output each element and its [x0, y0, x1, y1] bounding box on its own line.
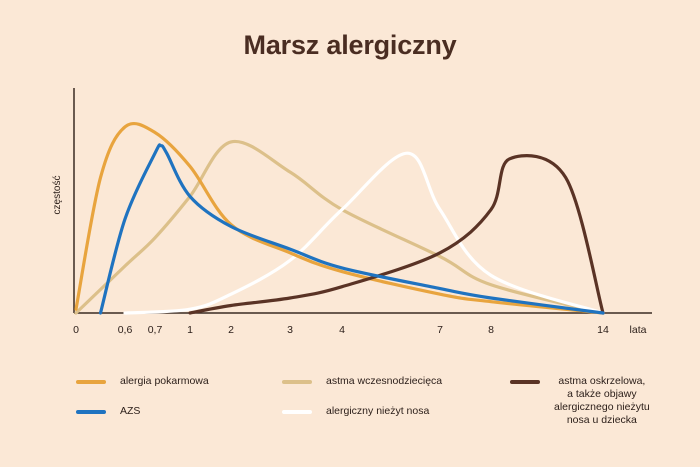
series-astma-wczesnodziecieca [74, 139, 605, 315]
axes: częstość lata [52, 88, 652, 336]
legend-label: alergiczny nieżyt nosa [326, 405, 430, 417]
x-tick-labels: 0 0,6 0,7 1 2 3 4 7 8 14 [73, 324, 609, 336]
x-axis-label: lata [630, 324, 647, 336]
x-tick-label: 2 [228, 324, 234, 336]
series-alergia-pokarmowa [74, 122, 605, 315]
legend-item-alergiczny-niezyt-nosa: alergiczny nieżyt nosa [282, 405, 429, 418]
legend-swatch [76, 380, 106, 384]
legend-label: astma wczesnodziecięca [326, 375, 443, 387]
x-tick-label: 1 [187, 324, 193, 336]
legend-swatch [282, 380, 312, 384]
x-tick-label: 7 [437, 324, 443, 336]
x-tick-label: 8 [488, 324, 494, 336]
legend-swatch [76, 410, 106, 414]
x-tick-label: 0,6 [118, 324, 133, 336]
x-tick-label: 0 [73, 324, 79, 336]
chart-title: Marsz alergiczny [243, 30, 457, 60]
series-azs [98, 143, 605, 315]
legend-item-azs: AZS [76, 405, 140, 418]
legend-item-astma-oskrzelowa: astma oskrzelowa, a także objawy alergic… [510, 375, 650, 427]
x-tick-label: 4 [339, 324, 345, 336]
series-alergiczny-niezyt-nosa [123, 151, 605, 315]
legend-swatch [282, 410, 312, 414]
legend-label: alergia pokarmowa [120, 375, 209, 387]
legend-label: astma oskrzelowa, a także objawy alergic… [554, 375, 650, 426]
legend-label: AZS [120, 405, 141, 417]
x-tick-label: 14 [597, 324, 609, 336]
series-astma-oskrzelowa [188, 154, 605, 315]
legend-item-alergia-pokarmowa: alergia pokarmowa [76, 375, 209, 388]
series-layer [74, 122, 605, 315]
y-axis-label: częstość [52, 176, 63, 215]
x-tick-label: 3 [287, 324, 293, 336]
legend-item-astma-wczesnodziecieca: astma wczesnodziecięca [282, 375, 442, 388]
legend-swatch [510, 380, 540, 384]
x-tick-label: 0,7 [148, 324, 163, 336]
